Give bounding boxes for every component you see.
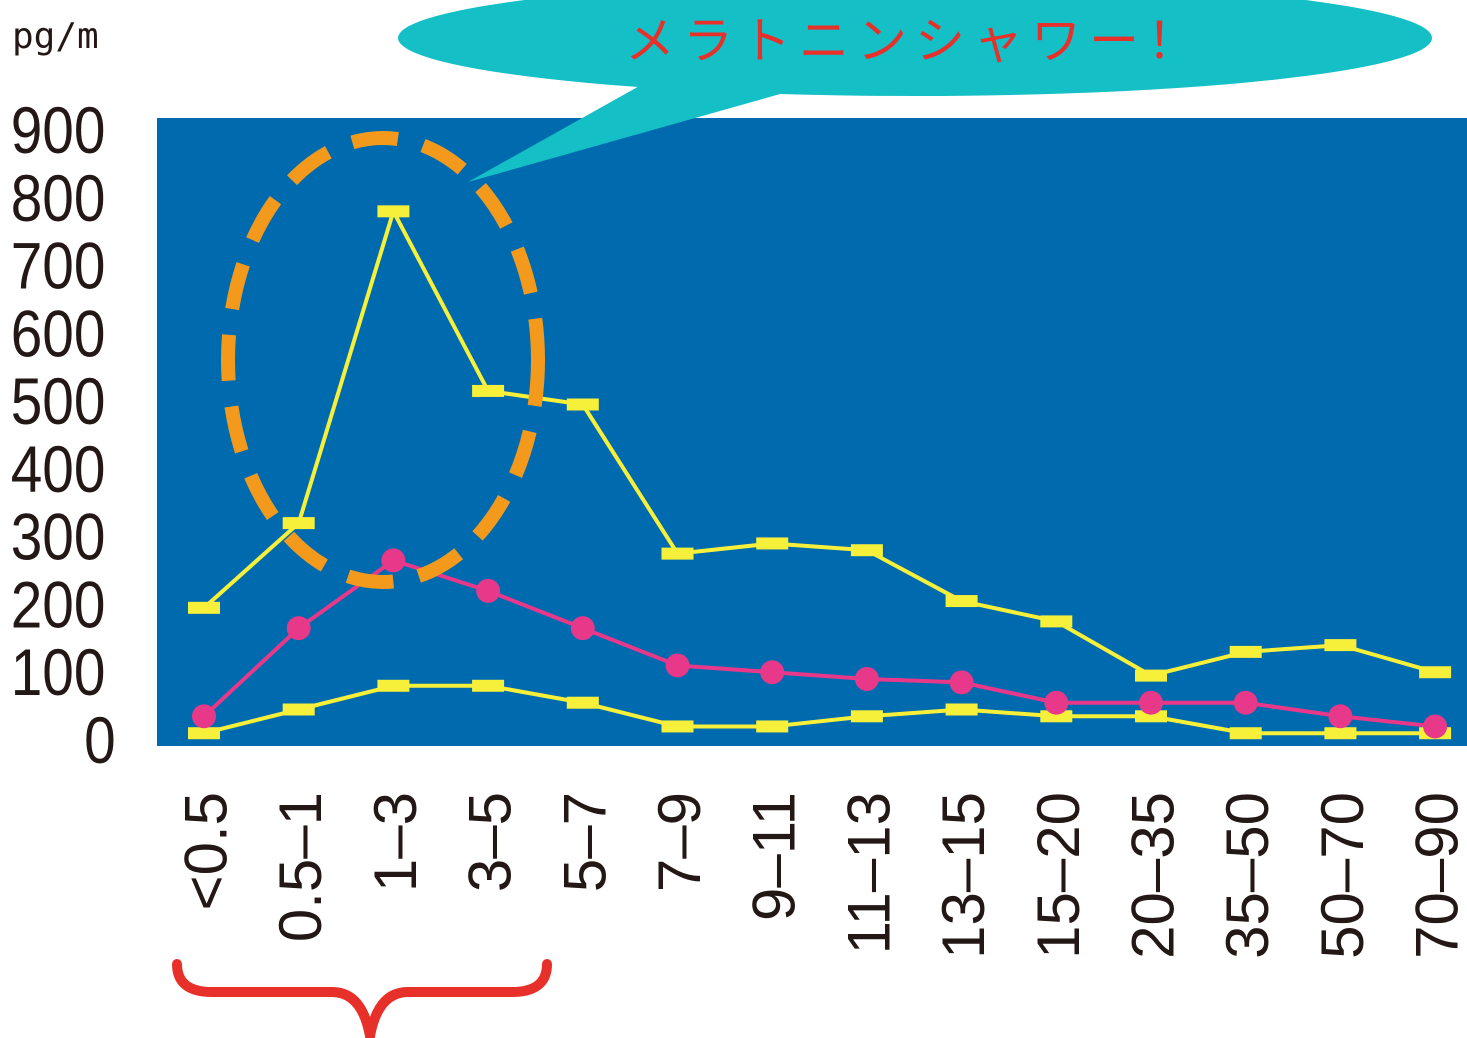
series-0 [188, 205, 1452, 682]
data-point [1324, 727, 1357, 740]
y-tick-label: 0 [84, 704, 116, 778]
data-point [377, 679, 410, 692]
data-point [476, 578, 501, 603]
data-point [945, 595, 978, 608]
data-point [282, 703, 315, 716]
x-tick-label: 3–5 [457, 792, 524, 892]
data-point [1328, 704, 1353, 729]
data-point [756, 537, 789, 550]
y-tick-label: 800 [11, 162, 106, 236]
data-point [566, 696, 599, 709]
y-tick-label: 100 [11, 636, 106, 710]
data-point [1135, 710, 1167, 723]
y-axis-label: pg/m [12, 16, 99, 57]
y-tick-label: 300 [11, 501, 106, 575]
data-point [282, 517, 315, 530]
data-point [570, 616, 595, 641]
x-tick-label: 15–20 [1025, 792, 1092, 959]
data-point [377, 205, 410, 218]
data-point [1040, 710, 1073, 723]
plot-area [157, 118, 1467, 746]
data-point [949, 670, 974, 695]
series-layer [188, 205, 1452, 740]
data-point [1135, 669, 1167, 682]
data-point [188, 601, 220, 614]
data-point [472, 384, 505, 397]
x-tick-label: <0.5 [173, 792, 240, 910]
x-tick-label: 11–13 [835, 792, 902, 954]
y-tick-label: 200 [11, 568, 106, 642]
data-point [760, 660, 785, 685]
data-point [850, 710, 883, 723]
data-point [1044, 690, 1069, 715]
series-line [202, 558, 1436, 729]
data-point [1139, 690, 1163, 715]
x-tick-label: 7–9 [646, 792, 713, 892]
data-point [661, 547, 694, 560]
x-tick-label: 13–15 [930, 792, 997, 959]
data-point [665, 653, 690, 678]
data-point [1324, 639, 1357, 652]
data-point [1040, 615, 1073, 628]
series-2 [188, 679, 1452, 740]
series-1 [192, 548, 1448, 739]
x-tick-label: 1–3 [362, 792, 429, 892]
callout-tail [468, 80, 830, 182]
data-point [566, 398, 599, 411]
y-tick-label: 600 [11, 297, 106, 371]
x-tick-label: 20–35 [1120, 792, 1187, 959]
y-tick-label: 700 [11, 230, 106, 304]
data-point [854, 667, 879, 691]
x-tick-label: 50–70 [1309, 792, 1376, 959]
x-tick-label: 9–11 [741, 792, 808, 921]
data-point [188, 727, 220, 740]
x-tick-label: 35–50 [1214, 792, 1281, 959]
y-tick-label: 500 [11, 365, 106, 439]
data-point [381, 548, 406, 573]
data-point [661, 720, 694, 733]
y-tick-label: 900 [11, 94, 106, 168]
x-axis-ticks: <0.5 0.5–1 1–3 3–5 5–7 7–9 9–11 11–13 13–15 15–20… [173, 792, 1467, 959]
data-point [1423, 714, 1448, 739]
data-point [472, 679, 505, 692]
x-tick-label: 0.5–1 [267, 792, 334, 942]
category-brace [172, 959, 552, 1038]
data-point [850, 544, 883, 557]
data-point [1229, 727, 1262, 740]
x-tick-label: 5–7 [551, 792, 618, 892]
data-point [1419, 666, 1452, 679]
y-tick-label: 400 [11, 433, 106, 507]
data-point [756, 720, 789, 733]
callout-bubble [398, 0, 1432, 96]
data-point [192, 704, 216, 729]
callout: メラトニンシャワー！ [398, 0, 1432, 182]
x-tick-label: 70–90 [1404, 792, 1467, 959]
highlight-ellipse [221, 131, 545, 589]
data-point [1233, 690, 1258, 715]
data-point [1229, 645, 1262, 658]
data-point [286, 616, 311, 641]
data-point [945, 703, 978, 716]
callout-text: メラトニンシャワー！ [625, 12, 1205, 70]
